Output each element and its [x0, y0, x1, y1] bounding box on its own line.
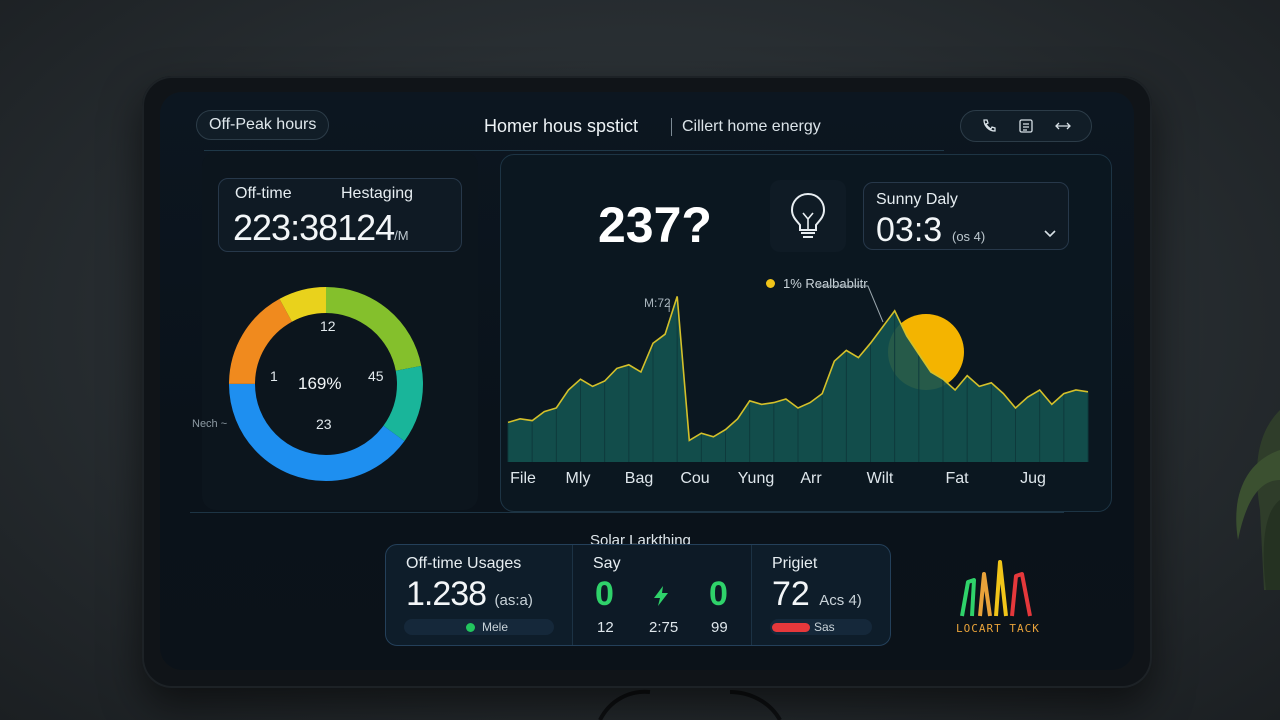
off-time-card[interactable]: Off-time Hestaging 223:38124/M	[218, 178, 462, 252]
energy-area-chart	[507, 285, 1089, 462]
area-line	[507, 296, 1089, 442]
donut-left-label: 1	[270, 368, 278, 384]
donut-right-label: 45	[368, 368, 384, 384]
brand-logo	[960, 560, 1032, 617]
legend-label: 1% Realbablitr	[783, 276, 868, 291]
project-progress-bar	[772, 623, 810, 632]
lightbulb-icon	[790, 192, 826, 238]
x-label-3: Bag	[624, 470, 654, 487]
logo-bar-3	[994, 560, 1008, 617]
project-progress-pill: Sas	[770, 619, 872, 635]
project-value: 72 Acs 4)	[772, 575, 862, 613]
legend-leader	[818, 285, 884, 323]
x-label-8: Fat	[945, 470, 969, 487]
sunny-daily-suffix: (os 4)	[952, 229, 986, 244]
say-foot-right: 99	[711, 619, 728, 636]
phone-icon[interactable]	[979, 116, 999, 136]
header-rule	[204, 150, 944, 151]
usage-title: Off-time Usages	[406, 555, 522, 572]
say-segment[interactable]: Say 0 0 12 2:75 99	[572, 545, 752, 645]
usage-pill-label: Mele	[482, 620, 509, 634]
sunny-daily-value: 03:3	[876, 211, 943, 249]
sunny-daily-title: Sunny Daly	[876, 191, 958, 208]
logo-bar-1	[960, 578, 976, 617]
donut-segment-3	[229, 287, 423, 481]
lightning-icon	[654, 586, 668, 606]
sunny-daily-card[interactable]: Sunny Daly 03:3 (os 4)	[863, 182, 1069, 250]
off-time-label: Off-time	[235, 185, 292, 202]
x-label-2: Mly	[565, 470, 591, 487]
chevron-down-icon[interactable]	[1042, 225, 1058, 241]
brand-logo-text: LOCART TACK	[956, 622, 1040, 635]
say-title: Say	[593, 555, 621, 572]
chart-legend: 1% Realbablitr	[766, 276, 868, 291]
usage-value: 1.238 (as:a)	[406, 575, 533, 613]
donut-segment-5	[229, 287, 423, 481]
x-label-5: Yung	[737, 470, 775, 487]
peak-annotation: M:72	[644, 296, 671, 310]
donut-top-label: 12	[320, 318, 336, 334]
power-cable	[598, 689, 782, 720]
plant-decoration	[1236, 410, 1280, 590]
donut-center-value: 169%	[298, 374, 342, 393]
page-title: Homer hous spstict	[484, 116, 639, 136]
header-actions	[960, 110, 1092, 142]
status-dot	[466, 623, 475, 632]
hestaging-label: Hestaging	[341, 185, 414, 202]
bottom-divider	[190, 512, 1064, 513]
x-label-9: Jug	[1020, 470, 1046, 487]
off-time-value: 223:38124/M	[233, 207, 409, 248]
dashboard-screen: Off-Peak hours Homer hous spstict Ciller…	[160, 92, 1134, 670]
page-subtitle: Cillert home energy	[682, 118, 821, 135]
bottom-stats-bar: Off-time Usages 1.238 (as:a) Mele Say 0 …	[385, 544, 891, 646]
project-pill-label: Sas	[814, 620, 835, 634]
x-label-4: Cou	[680, 470, 710, 487]
swap-arrows-icon[interactable]	[1053, 116, 1073, 136]
x-label-6: Arr	[800, 470, 822, 487]
logo-bar-2	[978, 572, 992, 617]
usage-donut-chart	[229, 287, 423, 481]
logo-bar-4	[1010, 572, 1032, 617]
header-divider	[671, 118, 672, 136]
lightbulb-button[interactable]	[770, 180, 846, 252]
say-left-value: 0	[595, 575, 614, 613]
tablet-device: Off-Peak hours Homer hous spstict Ciller…	[142, 76, 1152, 688]
donut-segment-2	[229, 287, 423, 481]
legend-dot	[766, 279, 775, 288]
say-foot-left: 12	[597, 619, 614, 636]
x-label-7: Wilt	[866, 470, 894, 487]
grid-icon[interactable]	[1016, 116, 1036, 136]
usage-segment[interactable]: Off-time Usages 1.238 (as:a) Mele	[386, 545, 572, 645]
donut-bottom-label: 23	[316, 416, 332, 432]
usage-status-pill: Mele	[404, 619, 554, 635]
project-title: Prigiet	[772, 555, 818, 572]
project-segment[interactable]: Prigiet 72 Acs 4) Sas	[752, 545, 892, 645]
say-right-value: 0	[709, 575, 728, 613]
side-label: Nech ~	[192, 418, 228, 430]
main-big-number: 237?	[598, 197, 712, 253]
x-label-1: File	[510, 470, 536, 487]
off-peak-chip[interactable]: Off-Peak hours	[196, 110, 330, 140]
say-foot-mid: 2:75	[649, 619, 679, 636]
